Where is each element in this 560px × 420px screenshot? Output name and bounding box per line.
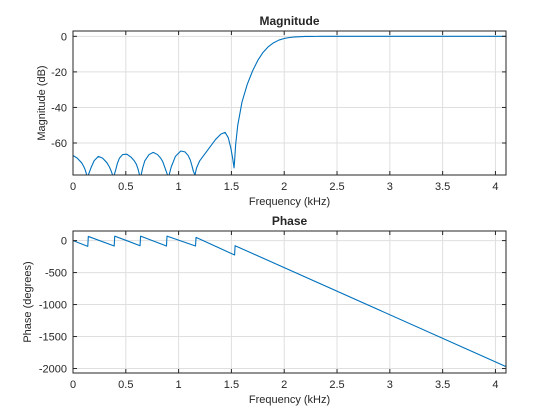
magnitude-x-tick-label: 3.5 (435, 181, 450, 193)
phase-x-tick-label: 3 (387, 379, 393, 391)
phase-x-tick-label: 0.5 (118, 379, 133, 391)
phase-y-tick-label: -1000 (39, 300, 67, 312)
phase-y-tick-label: -2000 (39, 364, 67, 376)
phase-x-tick-label: 2 (281, 379, 287, 391)
phase-axes-frame (72, 230, 507, 374)
magnitude-x-tick-label: 4 (492, 181, 498, 193)
phase-x-tick-label: 0 (70, 379, 76, 391)
magnitude-x-tick-label: 0.5 (118, 181, 133, 193)
phase-y-tick-label: 0 (61, 236, 67, 248)
magnitude-x-tick-label: 1.5 (224, 181, 239, 193)
magnitude-series-line (73, 35, 506, 175)
phase-x-tick-label: 1 (176, 379, 182, 391)
magnitude-chart: 0 0.5 1 1.5 2 2.5 3 3.5 4 0 -20 -40 -60 Magnitude Freq… (36, 14, 507, 208)
magnitude-x-tick-label: 2 (281, 181, 287, 193)
magnitude-axes-frame (72, 30, 507, 176)
phase-y-tick-label: -500 (45, 268, 67, 280)
magnitude-x-tick-label: 2.5 (329, 181, 344, 193)
phase-y-tick-label: -1500 (39, 332, 67, 344)
magnitude-y-axis-label: Magnitude (dB) (36, 65, 48, 140)
magnitude-y-tick-label: -60 (51, 138, 67, 150)
magnitude-chart-title: Magnitude (260, 14, 320, 28)
phase-chart-title: Phase (272, 214, 308, 228)
phase-x-tick-label: 3.5 (435, 379, 450, 391)
phase-x-tick-label: 2.5 (329, 379, 344, 391)
magnitude-x-axis-label: Frequency (kHz) (249, 196, 330, 208)
phase-plot-area (73, 231, 506, 373)
phase-x-axis-label: Frequency (kHz) (249, 394, 330, 406)
magnitude-y-tick-label: -20 (51, 67, 67, 79)
magnitude-x-tick-label: 1 (176, 181, 182, 193)
phase-x-tick-label: 1.5 (224, 379, 239, 391)
phase-chart: 0 0.5 1 1.5 2 2.5 3 3.5 4 0 -500 -1000 -1500 -2000 Pha… (22, 214, 507, 406)
magnitude-plot-area (73, 31, 506, 175)
phase-y-axis-label: Phase (degrees) (22, 261, 34, 342)
magnitude-x-tick-label: 0 (70, 181, 76, 193)
magnitude-y-tick-label: 0 (61, 31, 67, 43)
phase-x-tick-label: 4 (492, 379, 498, 391)
phase-series-line (73, 235, 506, 368)
magnitude-y-tick-label: -40 (51, 102, 67, 114)
magnitude-x-tick-label: 3 (387, 181, 393, 193)
